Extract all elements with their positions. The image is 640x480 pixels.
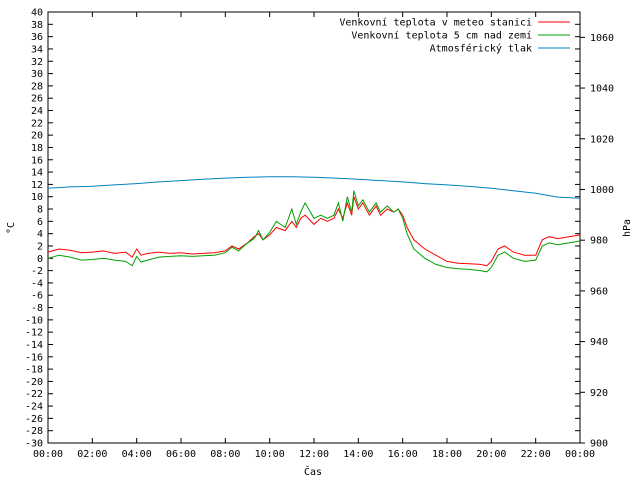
y-tick-right-label: 960 [590,286,608,297]
legend-label: Atmosférický tlak [430,43,532,55]
y-tick-left-label: -8 [31,303,43,314]
y-tick-left-label: 30 [31,69,43,80]
y-tick-left-label: -12 [25,328,43,339]
y-tick-left-label: -14 [25,340,43,351]
y-tick-left-label: -16 [25,352,43,363]
y-tick-left-label: 24 [31,106,43,117]
series-line-0 [47,196,581,267]
y-tick-left-label: -4 [31,278,43,289]
y-axis-label-left: °C [6,222,17,234]
y-tick-left-label: 28 [31,81,43,92]
y-tick-left-label: -30 [25,439,43,450]
y-tick-left-label: -20 [25,377,43,388]
y-tick-left-label: -18 [25,365,43,376]
y-tick-left-label: -22 [25,389,43,400]
x-axis-label: Čas [304,465,322,478]
y-tick-left-label: 16 [31,155,43,166]
y-tick-left-label: 14 [31,168,43,179]
y-tick-left-label: -2 [31,266,43,277]
y-tick-right-label: 1040 [590,84,614,95]
y-axis-label-right: hPa [622,219,633,237]
y-tick-left-label: -26 [25,414,43,425]
x-tick-label: 22:00 [521,449,551,460]
y-tick-right-label: 1000 [590,185,614,196]
y-tick-left-label: 2 [37,241,43,252]
y-tick-left-label: 22 [31,118,43,129]
x-tick-label: 00:00 [565,449,595,460]
y-tick-left-label: -10 [25,315,43,326]
axes: 4038363432302826242220181614121086420-2-… [25,8,614,461]
y-tick-left-label: 4 [37,229,43,240]
y-tick-right-label: 1020 [590,134,614,145]
y-tick-left-label: 36 [31,32,43,43]
y-tick-right-label: 900 [590,439,608,450]
x-tick-label: 18:00 [432,449,462,460]
x-tick-label: 12:00 [299,449,329,460]
y-tick-right-label: 940 [590,337,608,348]
y-tick-right-label: 1060 [590,33,614,44]
y-tick-right-label: 980 [590,236,608,247]
series-line-2 [47,176,581,199]
y-tick-left-label: 40 [31,8,43,19]
y-tick-left-label: -24 [25,402,43,413]
legend-label: Venkovní teplota 5 cm nad zemí [351,30,532,42]
y-tick-right-label: 920 [590,388,608,399]
x-tick-label: 04:00 [122,449,152,460]
x-tick-label: 16:00 [388,449,418,460]
legend-label: Venkovní teplota v meteo stanici [339,17,532,29]
plot-area [47,11,581,444]
y-tick-left-label: 6 [37,217,43,228]
x-tick-label: 02:00 [77,449,107,460]
y-tick-left-label: 26 [31,94,43,105]
y-tick-left-label: 38 [31,20,43,31]
series-line-1 [47,190,581,273]
y-tick-left-label: 20 [31,131,43,142]
y-tick-left-label: 8 [37,205,43,216]
y-tick-left-label: 10 [31,192,43,203]
series-lines [47,176,581,273]
y-tick-left-label: 32 [31,57,43,68]
x-tick-label: 08:00 [210,449,240,460]
legend: Venkovní teplota v meteo staniciVenkovní… [339,17,570,55]
y-tick-left-label: 18 [31,143,43,154]
x-tick-label: 00:00 [33,449,63,460]
y-tick-left-label: 0 [37,254,43,265]
x-tick-label: 10:00 [255,449,285,460]
y-tick-left-label: 12 [31,180,43,191]
y-tick-left-label: 34 [31,44,43,55]
x-tick-label: 14:00 [343,449,373,460]
x-tick-label: 06:00 [166,449,196,460]
y-tick-left-label: -28 [25,426,43,437]
x-tick-label: 20:00 [476,449,506,460]
y-tick-left-label: -6 [31,291,43,302]
plot-frame [47,11,581,444]
